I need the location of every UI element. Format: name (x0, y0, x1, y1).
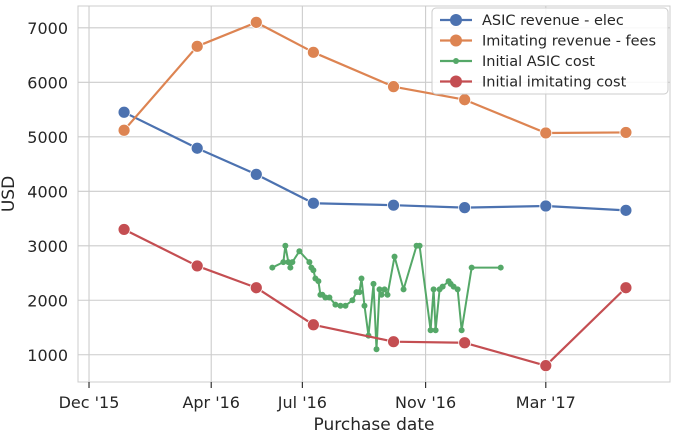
data-point (539, 199, 553, 213)
data-point (349, 297, 356, 304)
data-point (432, 327, 439, 334)
data-point (458, 327, 465, 334)
data-point (391, 253, 398, 260)
legend-item: Initial ASIC cost (440, 54, 595, 70)
series-initial-imitating-cost (117, 223, 633, 373)
data-point (539, 359, 553, 373)
series-asic-revenue-elec (117, 105, 633, 217)
legend-marker (450, 34, 462, 47)
data-point (619, 126, 633, 139)
data-point (287, 264, 294, 271)
legend-label: Initial ASIC cost (482, 54, 595, 70)
series-line (123, 21, 626, 135)
data-point (427, 327, 434, 334)
y-tick-label: 4000 (27, 182, 68, 201)
y-tick-label: 7000 (27, 19, 68, 38)
y-tick-label: 3000 (27, 237, 68, 256)
data-point (306, 196, 320, 210)
data-point (539, 126, 553, 140)
data-point (269, 264, 276, 271)
data-point (416, 242, 423, 249)
data-point (376, 286, 383, 293)
data-point (387, 80, 400, 94)
legend-marker (450, 75, 462, 88)
legend-item: Imitating revenue - fees (440, 34, 656, 50)
x-tick-label: Dec '15 (59, 393, 120, 412)
data-point (387, 335, 400, 349)
data-point (296, 248, 303, 255)
x-tick-label: Mar '17 (516, 393, 576, 412)
data-point (378, 291, 385, 298)
data-point (387, 198, 400, 212)
data-point (370, 280, 377, 287)
data-point (282, 242, 289, 249)
series-imitating-revenue-fees (117, 15, 633, 140)
y-tick-label: 6000 (27, 73, 68, 92)
data-point (117, 223, 131, 236)
data-point (306, 259, 313, 266)
data-point (356, 289, 363, 296)
data-point (358, 275, 365, 282)
data-point (497, 264, 504, 271)
series-initial-asic-cost (269, 242, 504, 353)
data-point (315, 278, 322, 285)
legend: ASIC revenue - elec Imitating revenue - f… (431, 7, 669, 95)
data-point (326, 294, 333, 301)
data-point (310, 267, 317, 274)
data-point (249, 15, 263, 29)
data-point (249, 167, 263, 181)
data-point (381, 286, 388, 293)
data-point (373, 346, 380, 353)
data-point (430, 286, 437, 293)
data-point (190, 39, 204, 53)
legend-label: Imitating revenue - fees (482, 34, 656, 50)
legend-label: Initial imitating cost (482, 75, 627, 91)
y-tick-label: 1000 (27, 346, 68, 365)
legend-box (431, 7, 669, 95)
data-point (289, 259, 296, 266)
x-tick-label: Nov '16 (395, 393, 456, 412)
legend-item: ASIC revenue - elec (440, 13, 624, 29)
data-point (249, 281, 263, 295)
series-line (123, 228, 627, 367)
x-axis-label: Purchase date (314, 415, 435, 435)
data-point (342, 302, 349, 309)
legend-marker (453, 58, 459, 64)
data-point (458, 201, 472, 215)
y-axis-label: USD (0, 176, 19, 212)
data-point (384, 291, 391, 298)
legend-label: ASIC revenue - elec (482, 13, 624, 29)
data-point (190, 141, 204, 155)
data-point (458, 93, 472, 107)
grid (78, 6, 670, 382)
y-axis: 1000 2000 3000 4000 5000 6000 7000 (27, 19, 68, 365)
series-line (123, 111, 626, 212)
data-point (619, 203, 633, 217)
y-tick-label: 5000 (27, 128, 68, 147)
y-tick-label: 2000 (27, 291, 68, 310)
series-layer (117, 15, 633, 373)
x-axis: Dec '15 Apr '16 Jul '16 Nov '16 Mar '17 (59, 382, 576, 412)
data-point (332, 301, 339, 308)
data-point (458, 336, 472, 350)
data-point (117, 123, 131, 137)
data-point (306, 45, 320, 59)
data-point (619, 281, 633, 295)
data-point (400, 286, 407, 293)
data-point (280, 259, 287, 266)
data-point (190, 259, 204, 273)
data-point (306, 318, 320, 332)
data-point (439, 283, 446, 290)
data-point (337, 302, 344, 309)
data-point (361, 302, 368, 309)
data-point (454, 286, 461, 293)
legend-item: Initial imitating cost (440, 75, 627, 91)
plot-frame (77, 5, 671, 383)
x-tick-label: Apr '16 (182, 393, 240, 412)
data-point (468, 264, 475, 271)
legend-marker (450, 14, 462, 26)
data-point (117, 105, 131, 119)
x-tick-label: Jul '16 (277, 393, 327, 412)
